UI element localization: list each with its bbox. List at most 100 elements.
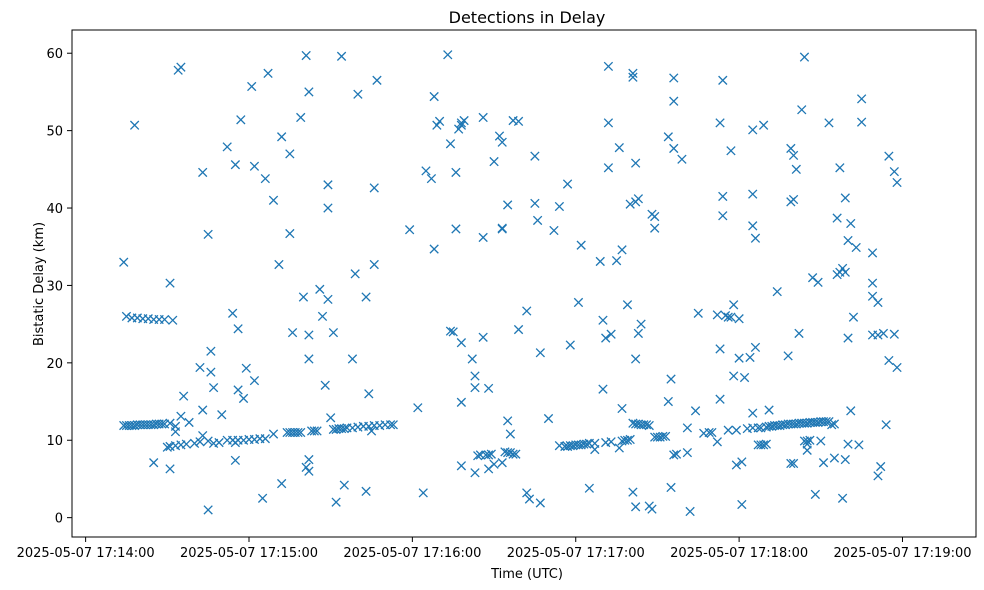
- data-point: [810, 489, 821, 500]
- data-point: [364, 389, 374, 399]
- data-point: [505, 429, 516, 439]
- data-point: [268, 195, 279, 205]
- data-point: [603, 118, 614, 128]
- data-point: [277, 478, 287, 489]
- data-point: [522, 306, 532, 316]
- chart-title: Detections in Delay: [449, 8, 606, 27]
- data-point: [339, 480, 349, 490]
- data-point: [456, 120, 467, 130]
- data-point: [663, 132, 673, 142]
- data-point: [726, 312, 736, 322]
- data-point: [848, 312, 859, 322]
- data-point: [426, 173, 437, 184]
- data-point: [214, 437, 224, 448]
- data-point: [783, 351, 793, 361]
- data-point: [873, 330, 883, 340]
- data-point: [829, 419, 840, 429]
- data-point: [336, 51, 347, 61]
- data-point: [813, 277, 823, 287]
- data-point: [236, 115, 246, 125]
- data-point: [503, 200, 513, 210]
- data-point: [532, 215, 543, 226]
- data-point: [157, 419, 167, 429]
- data-point: [473, 451, 483, 461]
- data-point: [824, 118, 834, 128]
- data-point: [799, 52, 810, 62]
- data-point: [296, 427, 306, 438]
- data-point: [712, 437, 722, 447]
- data-point: [274, 259, 284, 270]
- data-point: [625, 199, 635, 209]
- data-point: [149, 458, 159, 468]
- x-tick-label: 2025-05-07 17:19:00: [833, 546, 971, 561]
- data-point: [617, 245, 627, 255]
- data-point: [581, 439, 592, 449]
- data-point: [372, 75, 382, 85]
- data-point: [443, 50, 453, 60]
- data-point: [159, 314, 170, 325]
- data-point: [317, 311, 328, 322]
- data-point: [198, 430, 208, 441]
- y-tick-label: 10: [46, 434, 63, 449]
- data-point: [347, 354, 358, 364]
- data-point: [260, 173, 270, 184]
- data-point: [726, 146, 736, 156]
- y-axis: 0 10 20 30 40 50 60: [46, 47, 72, 527]
- data-point: [788, 458, 799, 469]
- data-point: [312, 426, 322, 436]
- data-point: [669, 450, 679, 460]
- data-point: [666, 374, 676, 384]
- data-point: [497, 224, 507, 234]
- y-tick-label: 50: [46, 125, 63, 140]
- data-point: [873, 471, 883, 481]
- data-point: [881, 420, 891, 430]
- data-point: [690, 406, 701, 416]
- x-tick-label: 2025-05-07 17:17:00: [507, 546, 645, 561]
- data-point: [867, 278, 878, 288]
- data-point: [524, 494, 535, 504]
- data-point: [217, 410, 227, 420]
- data-point: [786, 143, 796, 154]
- data-point: [257, 493, 268, 503]
- data-point: [293, 427, 303, 438]
- data-point: [753, 423, 763, 433]
- data-point: [483, 383, 494, 394]
- data-point: [489, 156, 499, 167]
- data-point: [511, 449, 521, 459]
- data-point: [867, 248, 878, 258]
- data-point: [543, 413, 554, 424]
- data-point: [513, 324, 524, 335]
- data-point: [840, 454, 850, 465]
- data-point: [203, 505, 213, 515]
- data-point: [222, 142, 232, 152]
- data-point: [772, 286, 782, 297]
- data-point: [598, 384, 608, 394]
- data-point: [750, 233, 761, 243]
- data-point: [361, 292, 371, 302]
- data-point: [429, 91, 439, 102]
- data-point: [720, 310, 731, 321]
- data-point: [456, 397, 467, 407]
- data-point: [669, 96, 679, 106]
- data-point: [718, 191, 728, 202]
- data-point: [630, 502, 641, 512]
- data-point: [837, 263, 848, 274]
- data-point: [369, 183, 379, 193]
- data-point: [339, 423, 349, 434]
- data-point: [748, 189, 758, 199]
- data-point: [421, 166, 431, 176]
- data-point: [718, 75, 728, 85]
- data-point: [320, 380, 330, 390]
- data-point: [884, 355, 894, 366]
- data-point: [497, 458, 507, 468]
- data-point: [682, 447, 693, 458]
- data-point: [603, 163, 614, 173]
- data-point: [628, 72, 638, 82]
- data-point: [304, 466, 314, 476]
- x-tick-label: 2025-05-07 17:14:00: [17, 546, 155, 561]
- data-point: [840, 193, 850, 203]
- data-point: [121, 311, 132, 322]
- data-point: [189, 438, 200, 449]
- data-point: [198, 405, 208, 415]
- data-point: [641, 420, 652, 430]
